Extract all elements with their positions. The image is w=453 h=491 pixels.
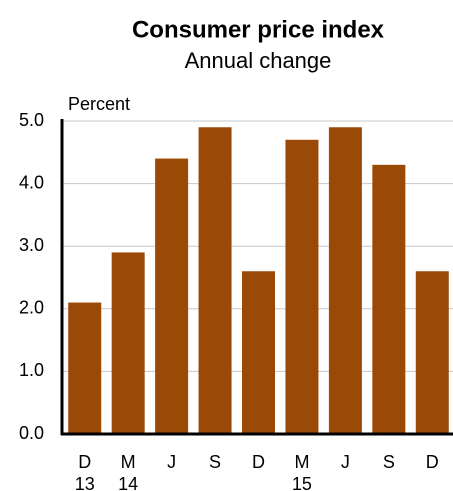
bar: [285, 139, 319, 434]
y-tick-label: 1.0: [19, 360, 44, 380]
x-tick-label: S: [383, 452, 395, 472]
y-tick-label: 5.0: [19, 110, 44, 130]
bar: [68, 302, 102, 434]
x-year-label: 13: [75, 474, 95, 491]
bar: [242, 271, 275, 434]
y-axis-label: Percent: [68, 94, 130, 114]
x-tick-label: D: [78, 452, 91, 472]
bar: [328, 127, 362, 434]
x-tick-label: M: [121, 452, 136, 472]
x-tick-label: M: [294, 452, 309, 472]
y-tick-label: 4.0: [19, 172, 44, 192]
chart-title: Consumer price index: [132, 16, 385, 43]
x-tick-label: D: [426, 452, 439, 472]
y-tick-label: 2.0: [19, 298, 44, 318]
bar: [111, 252, 145, 434]
bar: [155, 158, 189, 434]
bar: [372, 164, 406, 434]
chart-subtitle: Annual change: [185, 48, 332, 73]
x-tick-label: D: [252, 452, 265, 472]
y-tick-label: 3.0: [19, 235, 44, 255]
bar: [198, 127, 232, 434]
x-tick-label: J: [341, 452, 350, 472]
x-tick-label: J: [167, 452, 176, 472]
x-year-label: 14: [118, 474, 138, 491]
bar: [415, 271, 449, 434]
x-tick-label: S: [209, 452, 221, 472]
y-tick-label: 0.0: [19, 423, 44, 443]
x-year-label: 15: [292, 474, 312, 491]
